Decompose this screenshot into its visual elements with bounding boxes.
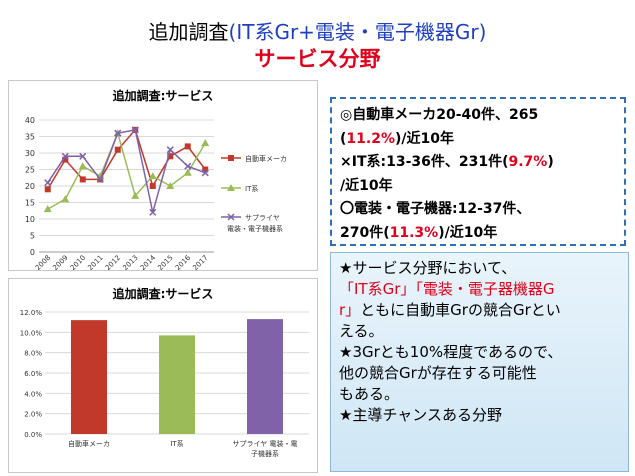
data-point xyxy=(131,126,139,134)
x-tick-label: 2016 xyxy=(174,253,193,270)
data-point xyxy=(61,195,70,203)
summary-line-automaker-pct: (11.2%)/近10年 xyxy=(340,130,454,147)
conclusion-line: ★主導チャンスある分野 xyxy=(339,406,502,424)
y-tick-label: 4.0% xyxy=(24,390,42,398)
line-chart-title: 追加調査:サービス xyxy=(112,89,214,103)
x-tick-label: 2009 xyxy=(51,254,69,270)
line-chart: 0 5 10 15 20 25 30 35 40 2008 2009 2010 2011 2012 2013… xyxy=(25,116,287,270)
y-tick-label: 20 xyxy=(25,182,35,191)
title-paren: (IT系Gr+電装・電子機器Gr) xyxy=(228,20,487,44)
data-point xyxy=(44,179,52,187)
x-tick-label: 自動車メーカ xyxy=(68,439,110,448)
data-point xyxy=(202,166,209,173)
data-point xyxy=(149,183,156,189)
x-tick-label: 2017 xyxy=(191,254,209,270)
data-point xyxy=(166,146,174,154)
y-tick-label: 40 xyxy=(25,116,35,125)
series-line xyxy=(47,129,206,213)
x-tick-label: 2015 xyxy=(156,254,174,270)
x-tick-label: 2013 xyxy=(121,254,139,270)
conclusion-line: 「IT系Gr」「電装・電子器機器G xyxy=(339,280,555,298)
conclusion-line: 他の競合Grが存在する可能性 xyxy=(339,364,537,382)
data-point xyxy=(61,152,69,160)
x-tick-label: 子機器系 xyxy=(251,449,279,458)
electronics-share: 11.3% xyxy=(389,224,439,241)
conclusion-line: r」ともに自動車Grの競合Grとい xyxy=(339,301,561,319)
legend-label: 電装・電子機器系 xyxy=(227,224,283,233)
data-point xyxy=(149,208,157,216)
y-tick-label: 30 xyxy=(25,149,35,158)
data-point xyxy=(148,172,157,180)
y-tick-label: 35 xyxy=(25,133,35,142)
conclusion-line: ★3Grとも10%程度であるので、 xyxy=(339,343,563,361)
x-tick-label: 2012 xyxy=(104,254,122,270)
legend-label: サプライヤ xyxy=(245,214,280,222)
y-tick-label: 10.0% xyxy=(20,329,43,337)
data-point xyxy=(184,143,191,150)
bar-chart: 0.0% 2.0% 4.0% 6.0% 8.0% 10.0% 12.0% 自動車メーカ IT系 サ… xyxy=(20,309,309,458)
data-point xyxy=(166,182,175,189)
series-line xyxy=(47,130,206,210)
data-point xyxy=(96,175,104,183)
data-point xyxy=(78,162,87,170)
legend-marker xyxy=(228,155,234,161)
summary-box: ◎自動車メーカ20-40件、265 (11.2%)/近10年 ×IT系:13-3… xyxy=(330,97,626,246)
data-point xyxy=(79,176,86,183)
data-point xyxy=(79,152,87,160)
legend-label: IT系 xyxy=(245,184,258,193)
x-tick-label: 2014 xyxy=(139,253,158,270)
x-tick-label: サプライヤ 電装・電 xyxy=(232,439,297,448)
data-point xyxy=(167,153,174,160)
bar xyxy=(159,335,195,434)
y-tick-label: 10 xyxy=(25,215,35,224)
conclusion-line: える。 xyxy=(339,322,384,340)
title-main: 追加調査 xyxy=(148,20,229,44)
data-point xyxy=(201,169,209,177)
data-point xyxy=(184,162,192,170)
data-point xyxy=(43,205,52,213)
y-tick-label: 12.0% xyxy=(20,309,43,317)
x-tick-label: 2011 xyxy=(86,254,104,270)
conclusion-box: ★サービス分野において、 「IT系Gr」「電装・電子器機器G r」ともに自動車G… xyxy=(330,252,629,472)
y-tick-label: 15 xyxy=(25,199,35,208)
automaker-share: 11.2% xyxy=(346,130,395,147)
y-tick-label: 25 xyxy=(25,166,35,175)
y-tick-label: 8.0% xyxy=(24,350,42,358)
bar xyxy=(247,319,283,434)
y-tick-label: 2.0% xyxy=(24,411,42,419)
legend-marker xyxy=(227,213,235,221)
legend-marker xyxy=(227,184,235,191)
legend-label: 自動車メーカ xyxy=(245,154,287,163)
y-tick-label: 6.0% xyxy=(24,370,42,378)
data-point xyxy=(201,139,210,147)
summary-line-electronics-pct: 270件(11.3%)/近10年 xyxy=(340,224,498,241)
conclusion-line: もある。 xyxy=(339,385,400,403)
bar-chart-title: 追加調査:サービス xyxy=(112,287,214,301)
x-tick-label: 2010 xyxy=(69,254,87,270)
summary-line-automaker: ◎自動車メーカ20-40件、265 xyxy=(340,107,539,123)
summary-line-it: ×IT系:13-36件、231件(9.7%) xyxy=(340,154,554,170)
data-point xyxy=(183,168,192,176)
page-subtitle: サービス分野 xyxy=(254,47,381,71)
bar-chart-panel: 追加調査:サービス 0.0% 2.0% 4.0% 6.0% 8.0% 10.0% 12.0%… xyxy=(8,278,318,473)
y-tick-label: 0.0% xyxy=(24,431,42,439)
series-line xyxy=(47,128,206,190)
data-point xyxy=(114,129,122,137)
bar xyxy=(71,320,107,434)
conclusion-line: ★サービス分野において、 xyxy=(339,259,517,277)
data-point xyxy=(62,156,69,163)
x-tick-label: 2008 xyxy=(34,254,52,270)
it-share: 9.7% xyxy=(508,154,548,170)
page-title: 追加調査(IT系Gr+電装・電子機器Gr) xyxy=(0,20,635,44)
y-tick-label: 5 xyxy=(30,232,35,241)
summary-line-electronics: 〇電装・電子機器:12-37件、 xyxy=(340,201,531,217)
y-tick-label: 0 xyxy=(30,248,35,257)
data-point xyxy=(131,191,140,199)
summary-line-it-period: /近10年 xyxy=(340,177,393,194)
x-tick-label: IT系 xyxy=(170,439,183,448)
data-point xyxy=(114,146,121,153)
line-chart-panel: 追加調査:サービス 0 5 10 15 20 25 30 35 40 2008 2009 2010 20… xyxy=(8,80,318,271)
data-point xyxy=(44,186,51,193)
